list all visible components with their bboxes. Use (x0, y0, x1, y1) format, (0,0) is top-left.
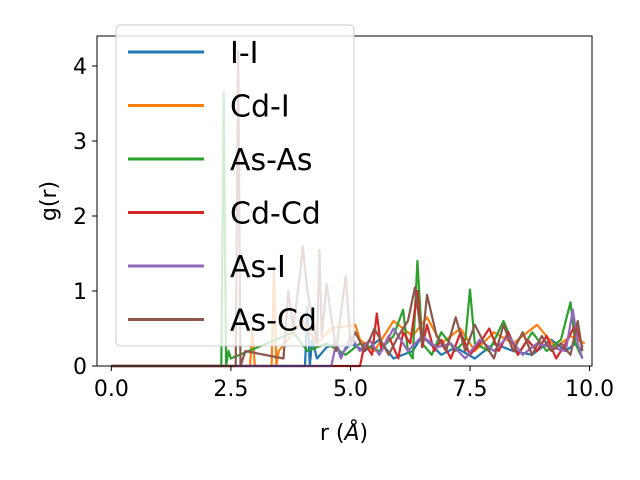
y-axis-ticks: 0 1 2 3 4 (73, 55, 97, 380)
x-tick-label: 0.0 (94, 377, 129, 402)
legend: I-I Cd-I As-As Cd-Cd As-I As-Cd (115, 24, 355, 347)
y-tick-label: 4 (73, 55, 87, 80)
x-tick-label: 2.5 (213, 377, 248, 402)
y-tick-label: 1 (73, 280, 87, 305)
x-tick-label: 7.5 (453, 377, 488, 402)
legend-label: As-Cd (230, 304, 317, 339)
legend-label: As-As (230, 143, 312, 178)
y-axis-label: g(r) (37, 181, 62, 221)
x-tick-label: 5.0 (333, 377, 368, 402)
legend-box (115, 24, 355, 347)
x-axis-ticks: 0.0 2.5 5.0 7.5 10.0 (94, 366, 614, 402)
y-tick-label: 2 (73, 205, 87, 230)
legend-label: As-I (230, 250, 286, 285)
x-axis-label: r (Å) (320, 419, 368, 446)
y-tick-label: 0 (73, 355, 87, 380)
legend-label: Cd-I (230, 90, 290, 125)
legend-label: I-I (230, 36, 259, 71)
x-tick-label: 10.0 (565, 377, 614, 402)
legend-label: Cd-Cd (230, 197, 321, 232)
y-tick-label: 3 (73, 130, 87, 155)
legend-items: I-I Cd-I As-As Cd-Cd As-I As-Cd (128, 36, 321, 339)
